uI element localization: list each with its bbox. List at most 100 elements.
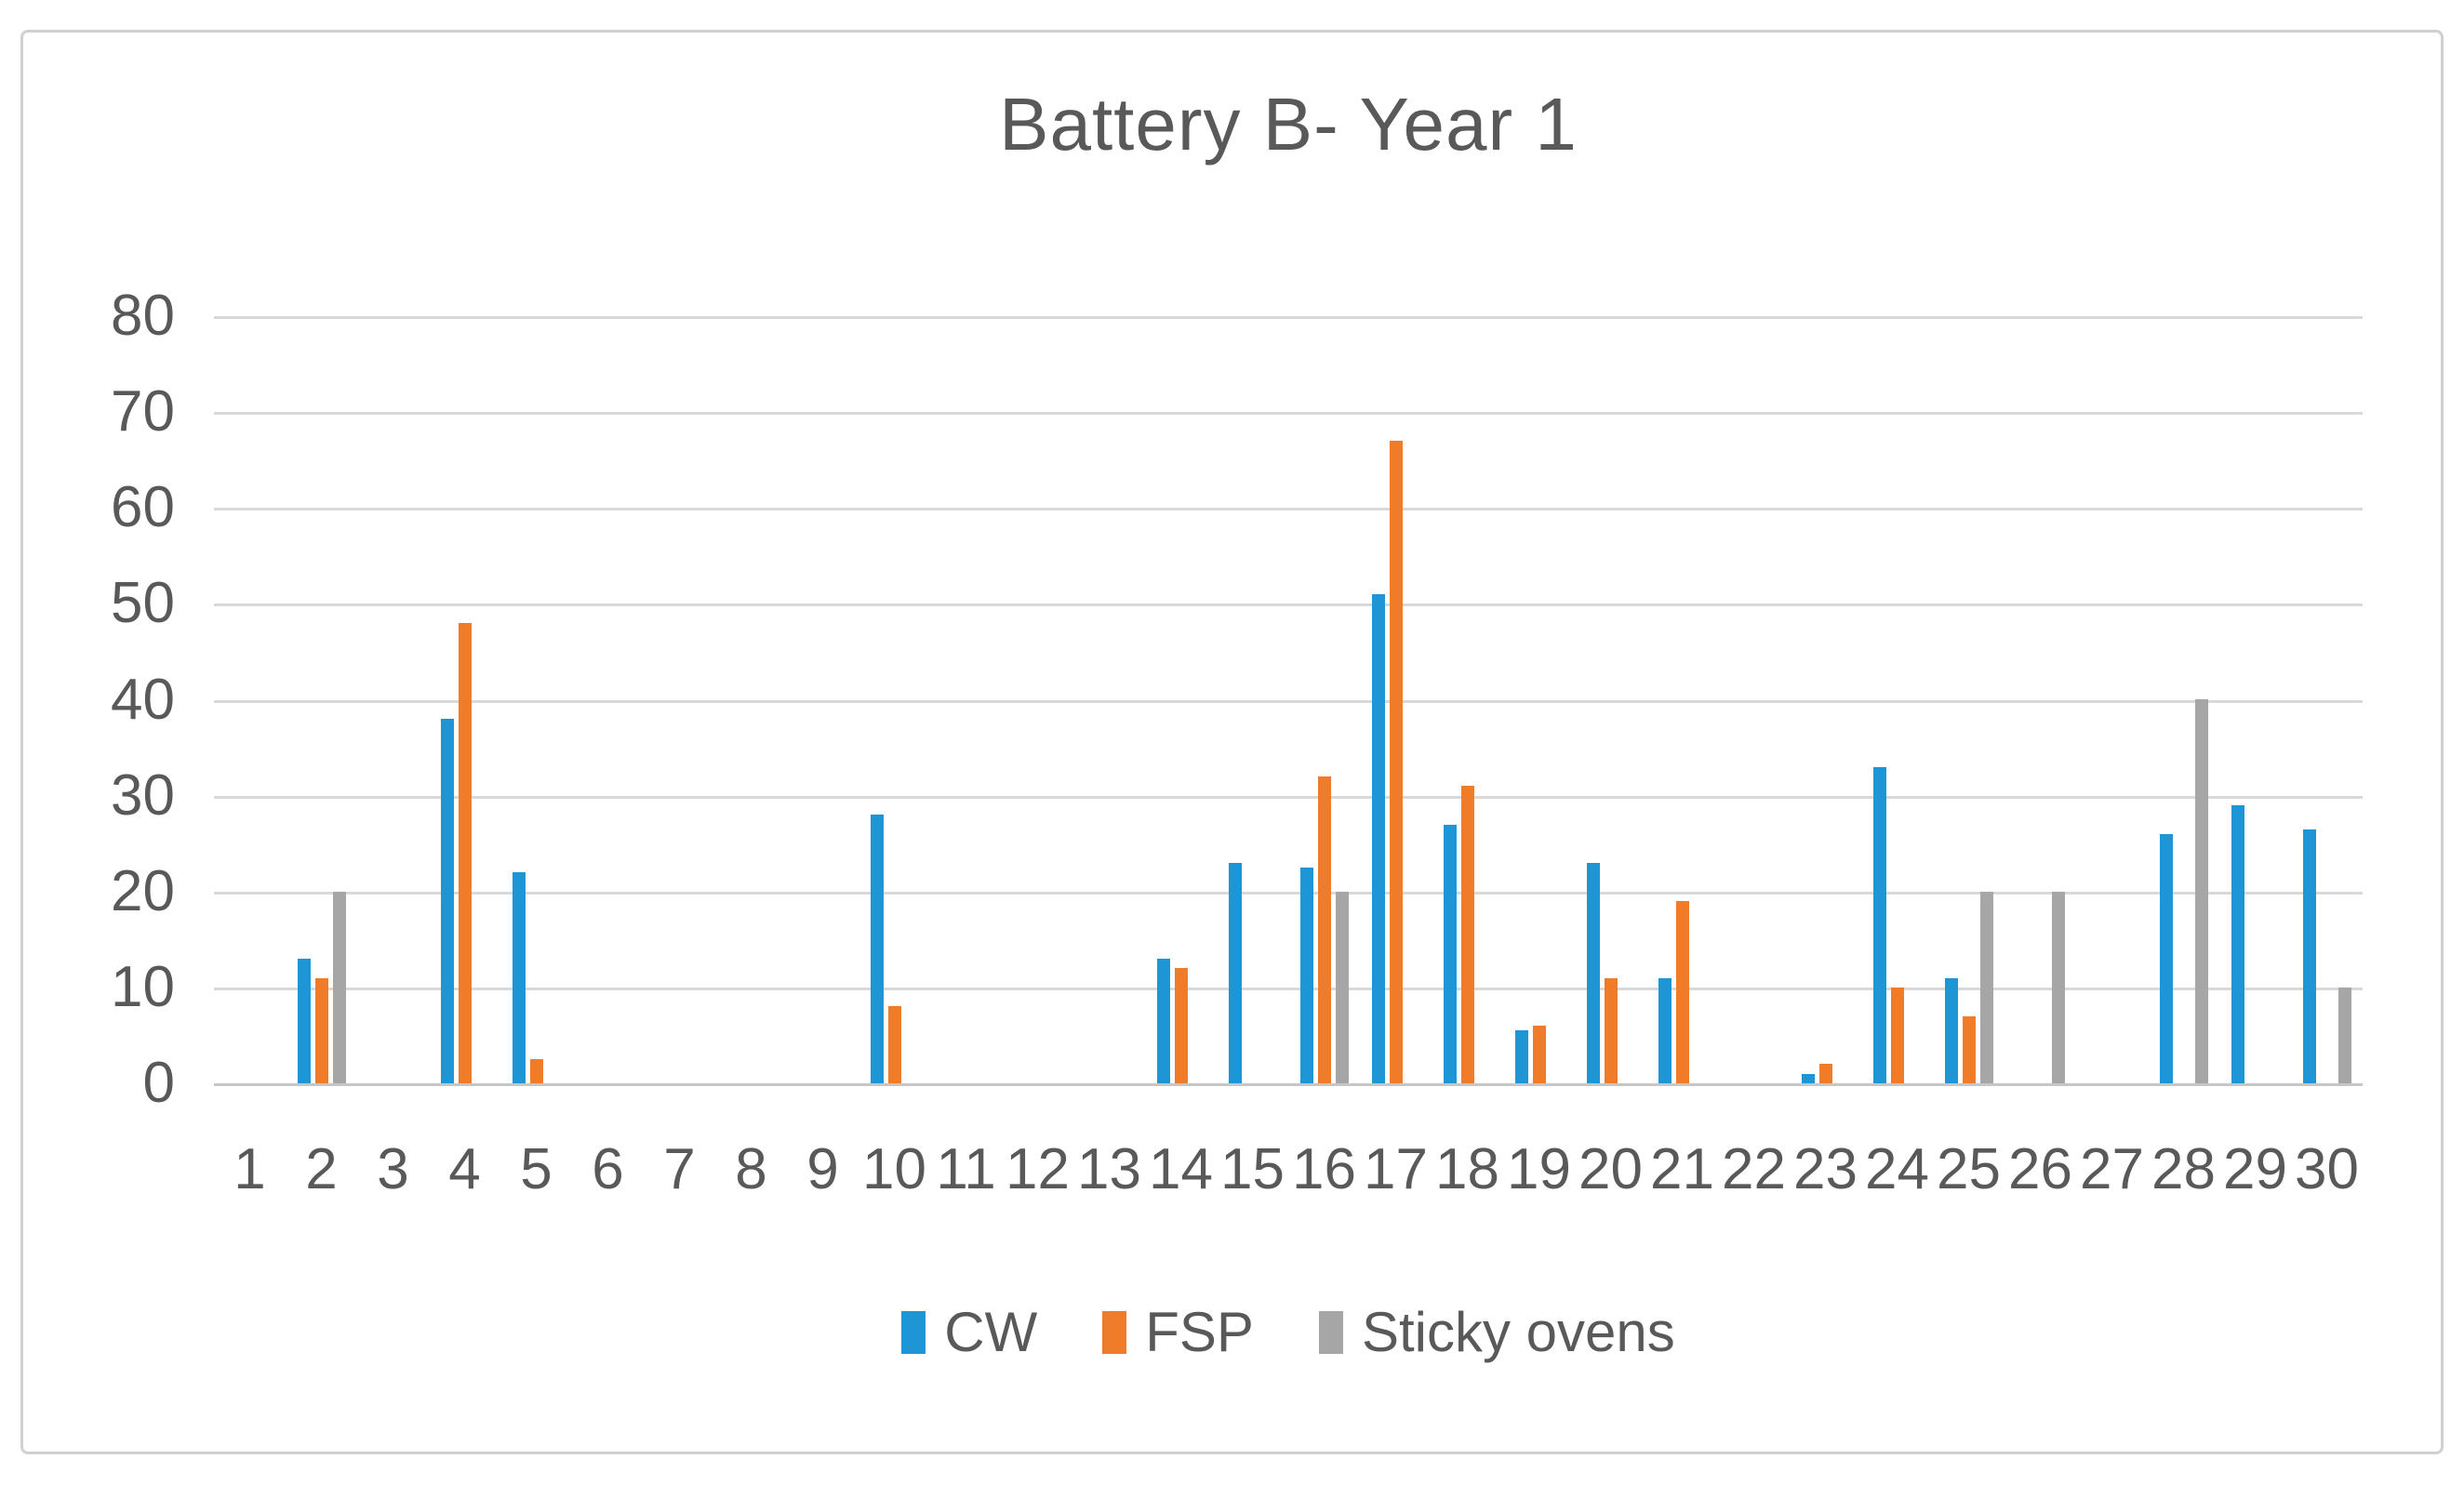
legend-label: Sticky ovens (1361, 1301, 1675, 1363)
x-axis-category-label: 16 (1292, 1137, 1356, 1201)
bar-sticky-ovens-28 (2195, 699, 2208, 1083)
bar-cw-4 (441, 719, 454, 1083)
legend-item-cw: CW (901, 1300, 1037, 1364)
chart-title: Battery B- Year 1 (999, 83, 1578, 166)
bar-sticky-ovens-2 (333, 892, 346, 1083)
legend-item-fsp: FSP (1102, 1300, 1254, 1364)
gridline (214, 988, 2363, 990)
x-axis-category-label: 17 (1364, 1137, 1428, 1201)
bar-sticky-ovens-26 (2052, 892, 2065, 1083)
x-axis-category-label: 14 (1149, 1137, 1213, 1201)
gridline (214, 700, 2363, 703)
legend-swatch-cw (901, 1310, 926, 1354)
bar-fsp-17 (1390, 441, 1403, 1083)
x-axis-category-label: 10 (862, 1137, 926, 1201)
bar-cw-2 (298, 959, 311, 1083)
x-axis-category-label: 28 (2151, 1137, 2216, 1201)
bar-fsp-18 (1461, 786, 1474, 1083)
bar-fsp-16 (1318, 776, 1331, 1083)
x-axis-category-label: 18 (1435, 1137, 1499, 1201)
bar-cw-14 (1157, 959, 1170, 1083)
bar-fsp-20 (1605, 978, 1618, 1083)
x-axis-category-label: 1 (233, 1137, 266, 1201)
bar-cw-24 (1873, 767, 1886, 1083)
x-axis-category-label: 26 (2008, 1137, 2072, 1201)
x-axis-line (214, 1083, 2363, 1086)
x-axis-category-label: 20 (1578, 1137, 1643, 1201)
y-axis-tick-label: 50 (111, 571, 175, 635)
gridline (214, 412, 2363, 415)
bar-fsp-21 (1676, 901, 1689, 1083)
x-axis-category-label: 23 (1793, 1137, 1858, 1201)
x-axis-category-label: 22 (1722, 1137, 1786, 1201)
bar-cw-20 (1587, 863, 1600, 1083)
x-axis-category-label: 3 (377, 1137, 409, 1201)
x-axis-category-label: 27 (2080, 1137, 2144, 1201)
gridline (214, 316, 2363, 319)
bar-fsp-14 (1175, 968, 1188, 1083)
x-axis-category-label: 13 (1077, 1137, 1141, 1201)
bar-sticky-ovens-25 (1980, 892, 1993, 1083)
bar-fsp-2 (315, 978, 328, 1083)
bar-cw-16 (1300, 868, 1313, 1083)
y-axis-tick-label: 40 (111, 668, 175, 732)
plot-area (214, 316, 2363, 1086)
x-axis-category-label: 5 (520, 1137, 553, 1201)
bar-cw-25 (1945, 978, 1958, 1083)
bar-cw-15 (1229, 863, 1242, 1083)
bar-cw-21 (1658, 978, 1672, 1083)
x-axis-category-label: 21 (1650, 1137, 1714, 1201)
legend-swatch-fsp (1102, 1310, 1127, 1354)
y-axis-tick-label: 0 (142, 1051, 175, 1115)
bar-cw-23 (1802, 1074, 1815, 1083)
bar-fsp-23 (1819, 1064, 1832, 1083)
x-axis-category-label: 30 (2295, 1137, 2359, 1201)
x-axis-category-label: 29 (2223, 1137, 2287, 1201)
bar-fsp-5 (530, 1059, 543, 1083)
gridline (214, 603, 2363, 606)
y-axis-tick-label: 20 (111, 859, 175, 923)
legend-item-sticky-ovens: Sticky ovens (1318, 1300, 1675, 1364)
legend-swatch-sticky-ovens (1318, 1310, 1343, 1354)
x-axis-category-label: 7 (663, 1137, 696, 1201)
bar-cw-18 (1444, 825, 1457, 1083)
bar-cw-28 (2160, 834, 2173, 1083)
bar-cw-29 (2231, 805, 2244, 1083)
bar-fsp-24 (1891, 988, 1904, 1083)
legend: CW FSP Sticky ovens (214, 1300, 2363, 1364)
bar-cw-10 (871, 815, 884, 1083)
gridline (214, 796, 2363, 799)
bar-fsp-4 (459, 623, 472, 1083)
legend-label: CW (944, 1301, 1038, 1363)
x-axis-category-label: 15 (1220, 1137, 1285, 1201)
bar-fsp-25 (1963, 1016, 1976, 1083)
x-axis-category-label: 2 (305, 1137, 338, 1201)
x-axis-category-label: 6 (592, 1137, 624, 1201)
bar-cw-19 (1515, 1030, 1528, 1083)
x-axis-category-label: 9 (806, 1137, 839, 1201)
x-axis-category-label: 4 (448, 1137, 481, 1201)
bar-cw-17 (1372, 594, 1385, 1083)
bar-cw-30 (2303, 829, 2316, 1083)
bar-sticky-ovens-30 (2338, 988, 2351, 1083)
legend-label: FSP (1145, 1301, 1254, 1363)
x-axis-category-label: 25 (1937, 1137, 2001, 1201)
x-axis-category-label: 11 (936, 1137, 996, 1201)
x-axis-category-label: 24 (1865, 1137, 1929, 1201)
figure-border (20, 30, 2444, 1454)
y-axis-tick-labels: 80 70 60 50 40 30 20 10 0 (0, 284, 175, 1115)
y-axis-tick-label: 60 (111, 475, 175, 539)
y-axis-tick-label: 80 (111, 284, 175, 348)
bar-fsp-19 (1533, 1026, 1546, 1083)
gridline (214, 892, 2363, 895)
bar-fsp-10 (888, 1006, 901, 1083)
gridline (214, 508, 2363, 510)
x-axis-category-label: 12 (1006, 1137, 1070, 1201)
bar-cw-5 (513, 872, 526, 1083)
x-axis-category-label: 19 (1507, 1137, 1571, 1201)
y-axis-tick-label: 70 (111, 379, 175, 444)
y-axis-tick-label: 30 (111, 763, 175, 828)
bar-sticky-ovens-16 (1336, 892, 1349, 1083)
y-axis-tick-label: 10 (111, 955, 175, 1019)
